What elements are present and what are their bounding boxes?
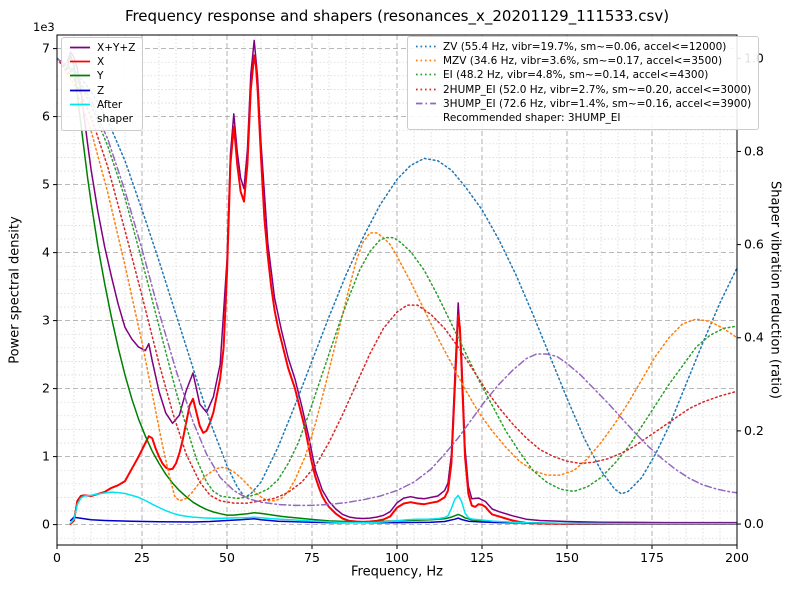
y-left-tick-label: 0 [42, 517, 50, 532]
legend-line-sample [416, 45, 436, 48]
x-tick-label: 25 [134, 550, 150, 565]
y-left-tick-label: 5 [42, 177, 50, 192]
legend-label: X+Y+Z [97, 42, 136, 54]
legend-sample-spacer [415, 115, 437, 120]
legend-label: Z [97, 84, 105, 97]
legend-entry-3hump-ei: 3HUMP_EI (72.6 Hz, vibr=1.4%, sm~=0.16, … [415, 97, 751, 111]
x-axis-label: Frequency, Hz [350, 564, 444, 580]
legend-line-sample [70, 74, 90, 77]
legend-line-sample [70, 60, 90, 63]
legend-label: EI (48.2 Hz, vibr=4.8%, sm~=0.14, accel<… [443, 69, 709, 82]
legend-shapers: ZV (55.4 Hz, vibr=19.7%, sm~=0.06, accel… [407, 36, 760, 131]
y-left-tick-label: 1 [42, 449, 50, 464]
legend-line-sample [416, 59, 436, 62]
legend-label: MZV (34.6 Hz, vibr=3.6%, sm~=0.17, accel… [443, 55, 723, 68]
legend-entry-after-shaper: After shaper [69, 98, 135, 126]
x-tick-label: 75 [304, 550, 320, 565]
x-tick-label: 150 [555, 550, 579, 565]
legend-label: 2HUMP_EI (52.0 Hz, vibr=2.7%, sm~=0.20, … [443, 83, 752, 96]
x-tick-label: 125 [470, 550, 494, 565]
x-tick-label: 50 [219, 550, 235, 565]
y-right-tick-label: 0.0 [744, 516, 764, 531]
shaper-series-2hump-ei [57, 57, 737, 504]
legend-label: Recommended shaper: 3HUMP_EI [443, 111, 621, 124]
y-left-tick-label: 4 [42, 245, 50, 260]
y-left-tick-label: 2 [42, 381, 50, 396]
psd-series-z [69, 516, 737, 525]
legend-label: 3HUMP_EI (72.6 Hz, vibr=1.4%, sm~=0.16, … [443, 97, 752, 110]
shaper-series-mzv [57, 57, 737, 502]
y-axis-offset-label: 1e3 [33, 20, 55, 34]
legend-entry-ei: EI (48.2 Hz, vibr=4.8%, sm~=0.14, accel<… [415, 68, 751, 82]
legend-entry-zv: ZV (55.4 Hz, vibr=19.7%, sm~=0.06, accel… [415, 40, 751, 54]
x-tick-label: 100 [385, 550, 409, 565]
y-left-tick-label: 3 [42, 313, 50, 328]
shaper-series-zv [57, 57, 737, 498]
y-right-tick-label: 0.6 [744, 237, 764, 252]
legend-label: X [97, 56, 105, 69]
chart-title: Frequency response and shapers (resonanc… [124, 7, 670, 25]
psd-series-x [69, 54, 737, 525]
legend-entry-z: Z [69, 84, 135, 98]
legend-line-sample [70, 89, 90, 91]
legend-entry-x: X [69, 55, 135, 69]
psd-series-y [66, 54, 737, 525]
y-axis-label-left: Power spectral density [7, 216, 23, 364]
legend-line-sample [416, 73, 436, 76]
y-left-tick-label: 6 [42, 109, 50, 124]
x-tick-label: 0 [53, 550, 61, 565]
y-axis-label-right: Shaper vibration reduction (ratio) [767, 181, 783, 399]
legend-label: After shaper [97, 98, 134, 125]
legend-line-sample [416, 88, 436, 90]
psd-series-after-shaper [69, 491, 737, 525]
legend-psd: X+Y+Z X Y Z After shaper [61, 37, 144, 132]
legend-line-sample [416, 102, 436, 105]
shaper-series-ei [57, 57, 737, 500]
legend-entry-recommended-shaper: Recommended shaper: 3HUMP_EI [415, 111, 751, 125]
legend-label: Y [97, 70, 104, 83]
y-left-tick-label: 7 [42, 41, 50, 56]
legend-entry-2hump-ei: 2HUMP_EI (52.0 Hz, vibr=2.7%, sm~=0.20, … [415, 83, 751, 97]
legend-label: ZV (55.4 Hz, vibr=19.7%, sm~=0.06, accel… [443, 41, 727, 53]
y-right-tick-label: 0.4 [744, 330, 764, 345]
x-tick-label: 200 [725, 550, 749, 565]
legend-line-sample [70, 103, 90, 106]
y-right-tick-label: 0.2 [744, 423, 764, 438]
shaper-series-3hump-ei [57, 57, 737, 507]
y-right-tick-label: 0.8 [744, 143, 764, 158]
legend-entry-y: Y [69, 69, 135, 83]
legend-entry-mzv: MZV (34.6 Hz, vibr=3.6%, sm~=0.17, accel… [415, 54, 751, 68]
x-tick-label: 175 [640, 550, 664, 565]
legend-line-sample [70, 46, 90, 49]
legend-entry-x-y-z: X+Y+Z [69, 41, 135, 55]
